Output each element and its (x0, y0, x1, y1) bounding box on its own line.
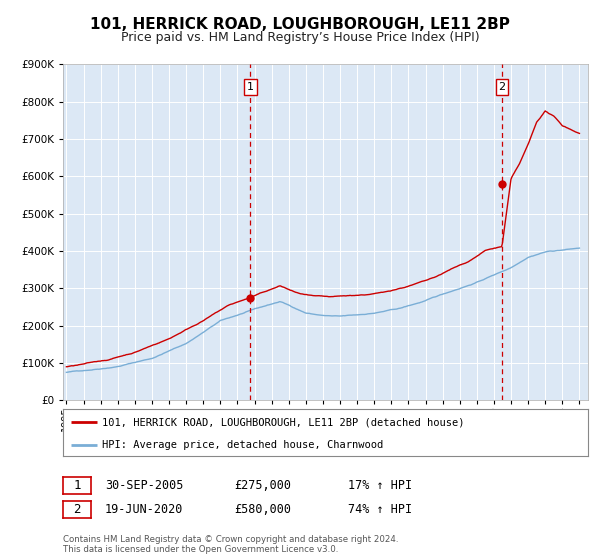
Text: Price paid vs. HM Land Registry’s House Price Index (HPI): Price paid vs. HM Land Registry’s House … (121, 31, 479, 44)
Text: 1: 1 (73, 479, 80, 492)
Text: £275,000: £275,000 (234, 479, 291, 492)
Text: 101, HERRICK ROAD, LOUGHBOROUGH, LE11 2BP: 101, HERRICK ROAD, LOUGHBOROUGH, LE11 2B… (90, 17, 510, 32)
Text: 74% ↑ HPI: 74% ↑ HPI (348, 503, 412, 516)
Text: Contains HM Land Registry data © Crown copyright and database right 2024.
This d: Contains HM Land Registry data © Crown c… (63, 535, 398, 554)
Text: 2: 2 (499, 82, 506, 92)
Text: 30-SEP-2005: 30-SEP-2005 (105, 479, 184, 492)
Text: 19-JUN-2020: 19-JUN-2020 (105, 503, 184, 516)
Text: HPI: Average price, detached house, Charnwood: HPI: Average price, detached house, Char… (103, 440, 383, 450)
Text: 101, HERRICK ROAD, LOUGHBOROUGH, LE11 2BP (detached house): 101, HERRICK ROAD, LOUGHBOROUGH, LE11 2B… (103, 417, 465, 427)
Text: 2: 2 (73, 503, 80, 516)
Text: £580,000: £580,000 (234, 503, 291, 516)
Text: 1: 1 (247, 82, 254, 92)
Text: 17% ↑ HPI: 17% ↑ HPI (348, 479, 412, 492)
